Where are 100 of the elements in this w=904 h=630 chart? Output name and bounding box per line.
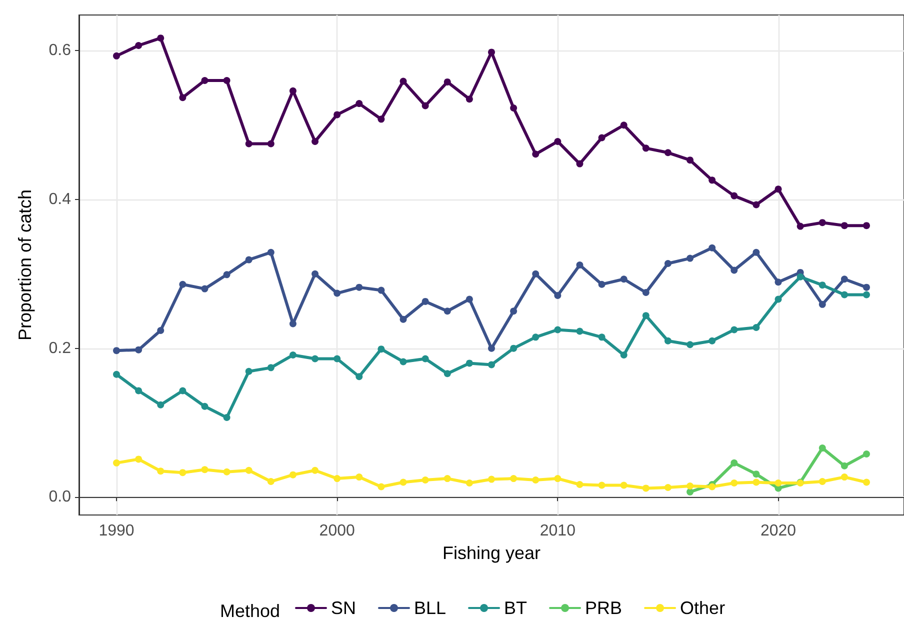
point xyxy=(554,292,562,300)
point xyxy=(818,219,826,226)
x-axis-title: Fishing year xyxy=(442,542,541,563)
point xyxy=(686,488,694,496)
point xyxy=(400,358,407,366)
point xyxy=(730,459,738,466)
point xyxy=(334,111,341,118)
point xyxy=(818,478,826,486)
legend-label: BLL xyxy=(414,598,446,618)
x-tick-label: 2000 xyxy=(319,522,355,540)
point xyxy=(113,459,120,466)
point xyxy=(201,285,208,292)
legend-title: Method xyxy=(220,601,280,621)
point xyxy=(598,482,606,489)
y-axis-title: Proportion of catch xyxy=(15,189,35,341)
point xyxy=(752,201,760,208)
point xyxy=(840,222,848,230)
point xyxy=(488,361,495,368)
point xyxy=(532,270,540,278)
point xyxy=(598,134,606,142)
point xyxy=(576,160,584,168)
point xyxy=(576,262,584,268)
point xyxy=(444,78,451,86)
point xyxy=(752,324,760,331)
point xyxy=(488,48,495,56)
point xyxy=(223,271,230,278)
point xyxy=(378,346,385,353)
point xyxy=(730,192,738,200)
point xyxy=(356,474,363,481)
point xyxy=(730,326,738,334)
point xyxy=(752,470,760,478)
point xyxy=(708,483,716,490)
point xyxy=(620,482,628,489)
point xyxy=(598,280,606,288)
point xyxy=(863,222,870,230)
legend-label: Other xyxy=(680,598,726,618)
point xyxy=(642,312,650,320)
point xyxy=(223,414,230,422)
point xyxy=(113,370,120,378)
point xyxy=(113,347,120,354)
point xyxy=(554,475,562,482)
point xyxy=(840,462,848,470)
point xyxy=(466,360,473,367)
point xyxy=(466,480,473,487)
point xyxy=(686,341,694,348)
point xyxy=(179,387,186,394)
point xyxy=(730,266,738,274)
point xyxy=(774,186,782,193)
point xyxy=(510,104,518,112)
point xyxy=(752,478,760,486)
point xyxy=(576,480,584,488)
point xyxy=(201,466,208,474)
point xyxy=(267,478,274,486)
point xyxy=(444,475,451,482)
point xyxy=(400,316,407,323)
point xyxy=(444,308,451,315)
point xyxy=(334,355,341,362)
point xyxy=(179,280,186,288)
point xyxy=(532,334,540,341)
point xyxy=(664,484,672,491)
x-tick-label: 2010 xyxy=(540,522,576,540)
point xyxy=(135,387,142,394)
point xyxy=(444,370,451,378)
point xyxy=(289,471,296,478)
point xyxy=(708,337,716,344)
point xyxy=(400,78,407,85)
point xyxy=(223,76,230,84)
point xyxy=(245,140,252,148)
point xyxy=(488,476,495,483)
point xyxy=(113,52,120,60)
point xyxy=(334,290,341,297)
point xyxy=(774,480,782,487)
point xyxy=(135,456,142,463)
point xyxy=(422,102,429,110)
point xyxy=(179,94,186,102)
point xyxy=(157,326,164,334)
point xyxy=(752,248,760,256)
point xyxy=(267,140,274,148)
point xyxy=(179,469,186,476)
point xyxy=(289,352,296,359)
point xyxy=(796,222,804,230)
point xyxy=(378,116,385,123)
point xyxy=(400,478,407,486)
point xyxy=(201,402,208,410)
point xyxy=(201,76,208,84)
point xyxy=(334,475,341,482)
point xyxy=(157,468,164,475)
point xyxy=(642,484,650,492)
point xyxy=(620,122,628,129)
point xyxy=(378,483,385,490)
legend-label: SN xyxy=(331,598,356,618)
point xyxy=(576,328,584,335)
point xyxy=(422,298,429,305)
point xyxy=(863,478,870,486)
point xyxy=(267,248,274,256)
point xyxy=(554,326,562,334)
point xyxy=(863,284,870,291)
point xyxy=(664,149,672,156)
point xyxy=(422,476,429,484)
point xyxy=(157,34,164,42)
